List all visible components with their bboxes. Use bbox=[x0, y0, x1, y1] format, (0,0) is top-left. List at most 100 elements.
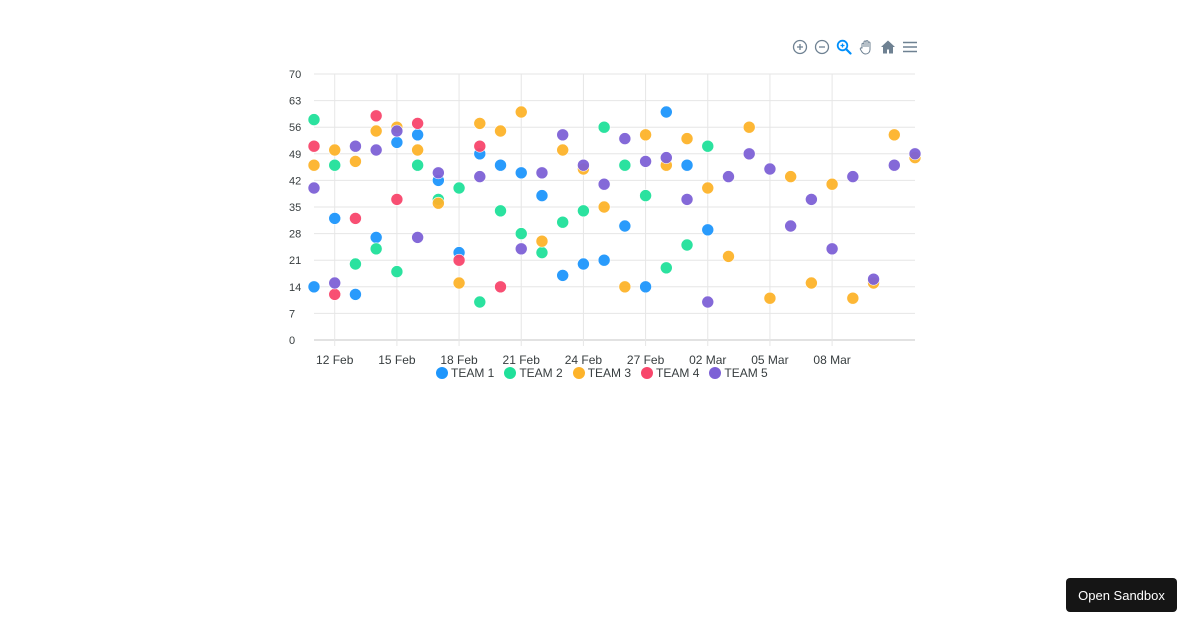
data-point[interactable] bbox=[369, 143, 383, 157]
data-point[interactable] bbox=[846, 291, 860, 305]
legend-item-team-4[interactable]: TEAM 4 bbox=[641, 366, 699, 380]
data-point[interactable] bbox=[390, 120, 404, 134]
data-point[interactable] bbox=[473, 170, 487, 183]
data-point[interactable] bbox=[742, 147, 756, 161]
data-point[interactable] bbox=[660, 105, 673, 119]
data-point[interactable] bbox=[639, 155, 652, 168]
zoom-in-button[interactable] bbox=[790, 37, 810, 57]
data-point[interactable] bbox=[639, 189, 652, 202]
data-point[interactable] bbox=[514, 166, 528, 180]
data-point[interactable] bbox=[494, 158, 507, 172]
data-point[interactable] bbox=[411, 231, 424, 244]
data-point[interactable] bbox=[701, 139, 715, 153]
data-point[interactable] bbox=[432, 196, 445, 210]
data-point[interactable] bbox=[411, 143, 424, 157]
data-point[interactable] bbox=[432, 193, 445, 206]
data-point[interactable] bbox=[908, 147, 922, 161]
data-point[interactable] bbox=[411, 128, 424, 142]
legend-item-team-5[interactable]: TEAM 5 bbox=[709, 366, 768, 380]
data-point[interactable] bbox=[390, 124, 404, 138]
data-point[interactable] bbox=[742, 120, 756, 134]
data-point[interactable] bbox=[597, 253, 611, 267]
data-point[interactable] bbox=[660, 151, 673, 164]
data-point[interactable] bbox=[473, 139, 487, 153]
data-point[interactable] bbox=[494, 124, 507, 138]
data-point[interactable] bbox=[369, 124, 383, 138]
data-point[interactable] bbox=[328, 212, 342, 225]
data-point[interactable] bbox=[390, 136, 404, 149]
zoom-out-button[interactable] bbox=[812, 37, 832, 57]
data-point[interactable] bbox=[514, 105, 528, 119]
data-point[interactable] bbox=[307, 139, 321, 153]
data-point[interactable] bbox=[701, 295, 715, 309]
data-point[interactable] bbox=[680, 238, 694, 252]
data-point[interactable] bbox=[680, 193, 694, 206]
data-point[interactable] bbox=[432, 174, 445, 187]
data-point[interactable] bbox=[307, 113, 321, 126]
data-point[interactable] bbox=[452, 246, 466, 259]
data-point[interactable] bbox=[494, 204, 507, 218]
data-point[interactable] bbox=[535, 246, 549, 259]
data-point[interactable] bbox=[390, 193, 404, 206]
data-point[interactable] bbox=[556, 215, 569, 229]
legend-item-team-1[interactable]: TEAM 1 bbox=[436, 366, 494, 380]
data-point[interactable] bbox=[452, 253, 466, 267]
data-point[interactable] bbox=[369, 242, 383, 256]
data-point[interactable] bbox=[349, 139, 362, 153]
data-point[interactable] bbox=[639, 280, 652, 294]
data-point[interactable] bbox=[577, 204, 590, 218]
reset-zoom-button[interactable] bbox=[878, 37, 898, 57]
data-point[interactable] bbox=[763, 291, 777, 305]
data-point[interactable] bbox=[535, 166, 549, 180]
data-point[interactable] bbox=[722, 250, 735, 263]
data-point[interactable] bbox=[473, 147, 487, 161]
data-point[interactable] bbox=[887, 158, 901, 172]
data-point[interactable] bbox=[473, 117, 487, 130]
data-point[interactable] bbox=[805, 193, 818, 206]
data-point[interactable] bbox=[887, 128, 901, 142]
data-point[interactable] bbox=[701, 223, 715, 237]
data-point[interactable] bbox=[784, 170, 797, 183]
data-point[interactable] bbox=[432, 166, 445, 180]
legend-item-team-3[interactable]: TEAM 3 bbox=[572, 366, 631, 380]
data-point[interactable] bbox=[328, 158, 342, 172]
data-point[interactable] bbox=[452, 276, 466, 290]
chart-menu-button[interactable] bbox=[900, 37, 920, 57]
data-point[interactable] bbox=[556, 269, 569, 282]
data-point[interactable] bbox=[660, 158, 673, 172]
data-point[interactable] bbox=[514, 242, 528, 256]
data-point[interactable] bbox=[307, 280, 321, 294]
data-point[interactable] bbox=[577, 257, 590, 271]
data-point[interactable] bbox=[846, 170, 860, 183]
data-point[interactable] bbox=[701, 181, 715, 195]
data-point[interactable] bbox=[618, 280, 632, 294]
data-point[interactable] bbox=[411, 117, 424, 130]
data-point[interactable] bbox=[618, 219, 632, 233]
data-point[interactable] bbox=[411, 158, 424, 172]
data-point[interactable] bbox=[577, 162, 590, 176]
data-point[interactable] bbox=[784, 219, 797, 233]
data-point[interactable] bbox=[473, 295, 487, 309]
data-point[interactable] bbox=[722, 170, 735, 183]
legend-item-team-2[interactable]: TEAM 2 bbox=[504, 366, 563, 380]
data-point[interactable] bbox=[349, 155, 362, 168]
data-point[interactable] bbox=[307, 158, 321, 172]
data-point[interactable] bbox=[660, 261, 673, 275]
data-point[interactable] bbox=[328, 288, 342, 301]
data-point[interactable] bbox=[328, 143, 342, 157]
data-point[interactable] bbox=[535, 189, 549, 202]
data-point[interactable] bbox=[680, 158, 694, 172]
data-point[interactable] bbox=[556, 128, 569, 142]
data-point[interactable] bbox=[597, 177, 611, 191]
data-point[interactable] bbox=[825, 242, 839, 256]
data-point[interactable] bbox=[867, 276, 880, 290]
data-point[interactable] bbox=[639, 128, 652, 142]
data-point[interactable] bbox=[597, 120, 611, 134]
data-point[interactable] bbox=[680, 132, 694, 145]
data-point[interactable] bbox=[556, 143, 569, 157]
data-point[interactable] bbox=[514, 227, 528, 240]
data-point[interactable] bbox=[763, 162, 777, 176]
zoom-selection-button[interactable] bbox=[834, 37, 854, 57]
data-point[interactable] bbox=[618, 132, 632, 145]
